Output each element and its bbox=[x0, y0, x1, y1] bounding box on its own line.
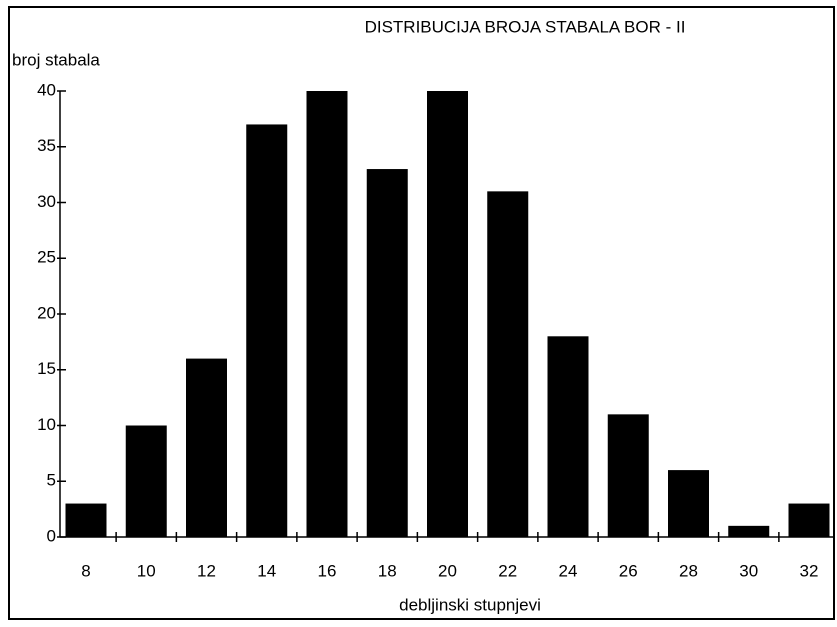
bar bbox=[788, 503, 830, 537]
x-tick-label: 28 bbox=[679, 561, 698, 580]
bar bbox=[186, 358, 227, 537]
x-tick-label: 20 bbox=[438, 561, 457, 580]
y-tick-label: 0 bbox=[47, 526, 56, 545]
x-axis-label: debljinski stupnjevi bbox=[399, 595, 541, 614]
bar bbox=[668, 470, 709, 537]
x-tick-label: 12 bbox=[197, 561, 216, 580]
bar bbox=[547, 336, 589, 537]
bar bbox=[125, 425, 167, 537]
x-tick-label: 16 bbox=[318, 561, 337, 580]
bar bbox=[246, 124, 288, 537]
x-tick-label: 26 bbox=[619, 561, 638, 580]
y-tick-label: 10 bbox=[37, 415, 56, 434]
y-tick-label: 35 bbox=[37, 136, 56, 155]
chart-title: DISTRIBUCIJA BROJA STABALA BOR - II bbox=[365, 17, 686, 36]
bar bbox=[427, 91, 468, 537]
bar bbox=[607, 414, 649, 537]
bar bbox=[728, 525, 770, 537]
x-tick-label: 14 bbox=[257, 561, 276, 580]
frame bbox=[8, 6, 835, 620]
x-tick-label: 30 bbox=[739, 561, 758, 580]
y-tick-label: 20 bbox=[37, 303, 56, 322]
bar bbox=[366, 169, 408, 538]
bar bbox=[65, 503, 107, 537]
bar bbox=[487, 191, 529, 537]
x-tick-label: 24 bbox=[559, 561, 578, 580]
y-axis-label: broj stabala bbox=[12, 50, 100, 69]
y-tick-label: 25 bbox=[37, 248, 56, 267]
y-tick-label: 5 bbox=[47, 471, 56, 490]
x-tick-label: 32 bbox=[800, 561, 819, 580]
y-tick-label: 40 bbox=[37, 80, 56, 99]
x-tick-label: 8 bbox=[81, 561, 90, 580]
bar bbox=[306, 91, 348, 537]
y-tick-label: 30 bbox=[37, 192, 56, 211]
x-tick-label: 10 bbox=[137, 561, 156, 580]
y-tick-label: 15 bbox=[37, 359, 56, 378]
x-tick-label: 18 bbox=[378, 561, 397, 580]
x-tick-label: 22 bbox=[498, 561, 517, 580]
